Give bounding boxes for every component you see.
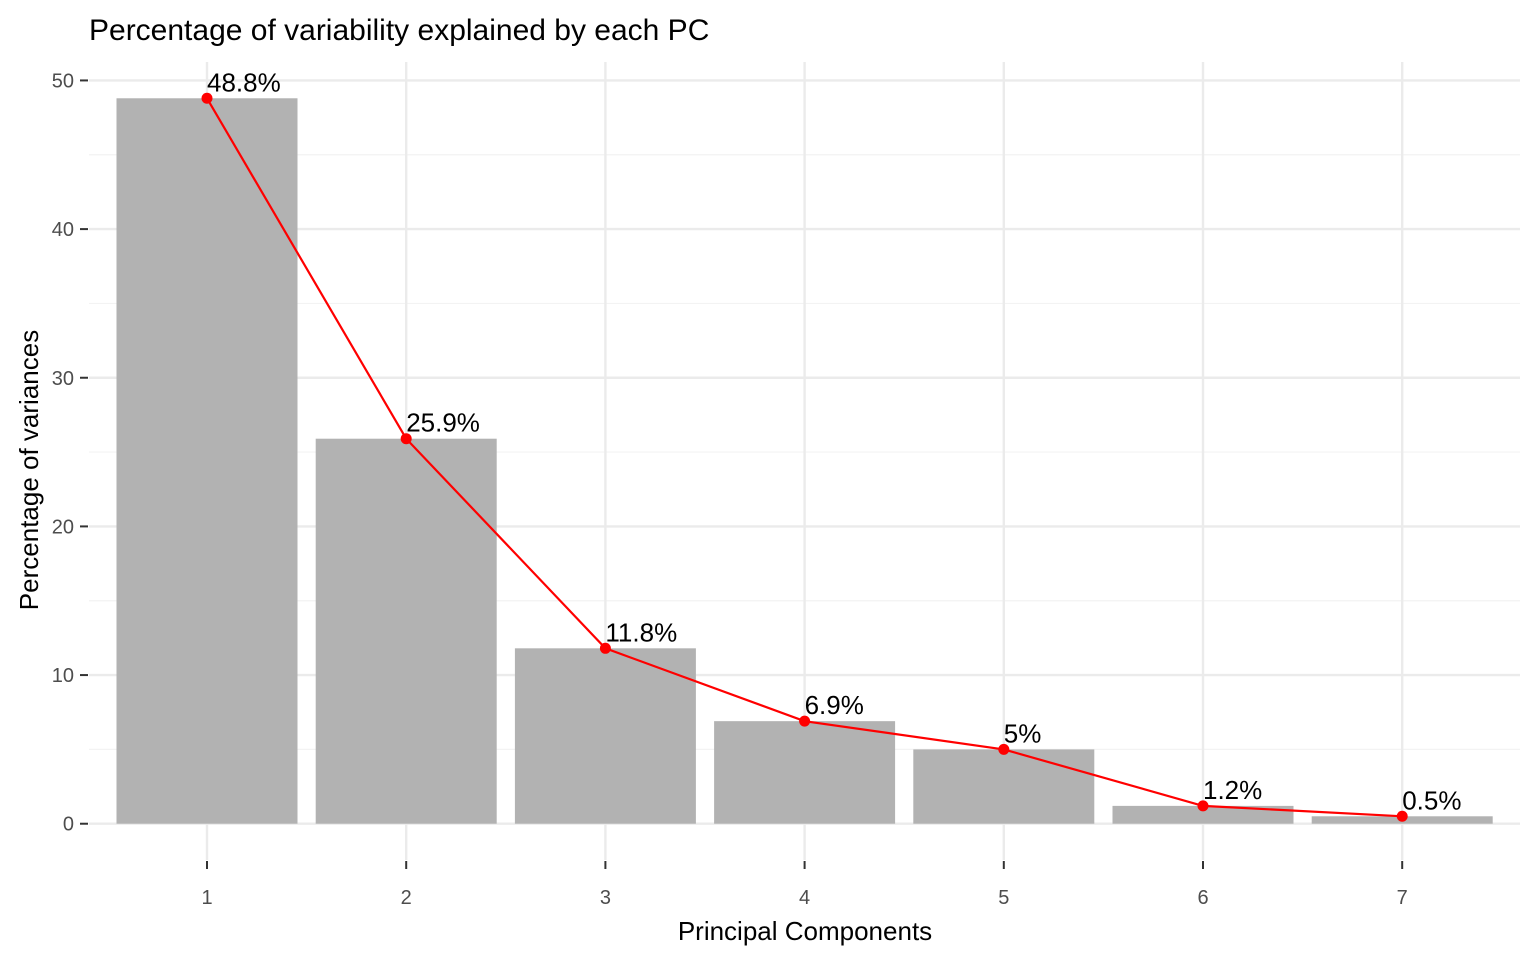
point-pc-5 <box>998 743 1010 755</box>
y-axis: 0 10 20 30 40 50 <box>52 70 88 836</box>
point-pc-3 <box>599 642 611 654</box>
bar-pc-5 <box>913 749 1095 824</box>
x-axis: 1 2 3 4 5 6 7 <box>201 861 1408 909</box>
chart-title: Percentage of variability explained by e… <box>89 14 709 47</box>
bar-pc-3 <box>514 648 696 824</box>
data-label-pc-3: 11.8% <box>605 617 677 647</box>
y-tick-label: 0 <box>63 814 74 836</box>
point-pc-7 <box>1396 810 1408 822</box>
x-tick-label: 5 <box>998 887 1009 909</box>
data-label-pc-1: 48.8% <box>207 67 281 97</box>
data-label-pc-4: 6.9% <box>805 690 864 720</box>
point-pc-2 <box>400 433 412 445</box>
y-tick-label: 10 <box>52 665 74 687</box>
point-pc-1 <box>201 92 213 104</box>
data-labels: 48.8% 25.9% 11.8% 6.9% 5% 1.2% 0.5% <box>207 67 1461 815</box>
x-axis-title: Principal Components <box>678 916 932 946</box>
point-pc-6 <box>1197 800 1209 812</box>
data-label-pc-5: 5% <box>1004 718 1042 748</box>
y-tick-label: 20 <box>52 516 74 538</box>
bar-pc-6 <box>1112 805 1294 824</box>
point-pc-4 <box>799 715 811 727</box>
bar-pc-1 <box>116 98 298 824</box>
bar-pc-4 <box>714 721 896 824</box>
y-tick-label: 40 <box>52 219 74 241</box>
x-tick-label: 2 <box>401 887 412 909</box>
x-tick-label: 6 <box>1197 887 1208 909</box>
variance-points <box>201 92 1408 822</box>
data-label-pc-7: 0.5% <box>1402 785 1461 815</box>
x-tick-label: 3 <box>600 887 611 909</box>
x-tick-label: 1 <box>201 887 212 909</box>
data-label-pc-6: 1.2% <box>1203 775 1262 805</box>
y-axis-title: Percentage of variances <box>14 330 44 610</box>
data-label-pc-2: 25.9% <box>406 408 480 438</box>
x-tick-label: 7 <box>1397 887 1408 909</box>
y-tick-label: 30 <box>52 368 74 390</box>
y-tick-label: 50 <box>52 70 74 92</box>
x-tick-label: 4 <box>799 887 810 909</box>
bar-pc-2 <box>315 438 497 824</box>
